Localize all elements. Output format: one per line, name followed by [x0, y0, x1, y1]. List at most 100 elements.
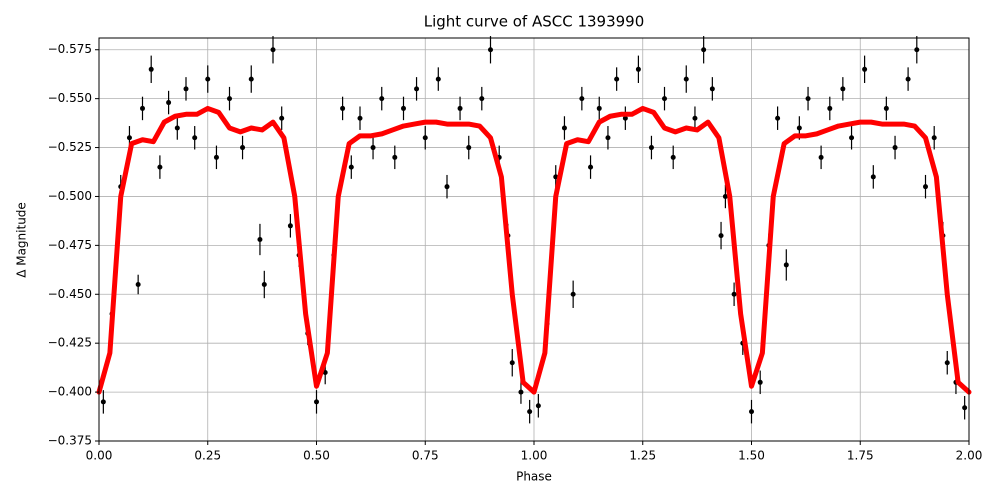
- y-tick-label: −0.575: [48, 42, 92, 56]
- data-point: [257, 237, 263, 242]
- data-point: [683, 76, 689, 82]
- y-tick-label: −0.500: [48, 189, 92, 203]
- data-point: [914, 47, 920, 53]
- data-point: [479, 96, 485, 102]
- data-point: [422, 135, 428, 141]
- data-point: [509, 360, 515, 366]
- x-tick-label: 1.75: [847, 449, 874, 463]
- y-tick-label: −0.450: [48, 287, 92, 301]
- data-point: [718, 233, 724, 239]
- data-point: [605, 135, 611, 141]
- data-point: [270, 47, 276, 53]
- data-point: [849, 135, 855, 141]
- data-point: [379, 96, 385, 102]
- data-point: [166, 100, 172, 106]
- data-point: [183, 86, 189, 92]
- data-point: [248, 76, 254, 82]
- y-tick-label: −0.400: [48, 385, 92, 399]
- x-tick-label: 1.50: [738, 449, 765, 463]
- data-point: [314, 399, 319, 405]
- data-point: [757, 379, 763, 385]
- data-point: [892, 145, 898, 151]
- data-point: [796, 125, 802, 131]
- data-point: [457, 105, 463, 111]
- data-point: [140, 105, 145, 111]
- x-tick-label: 1.00: [521, 449, 548, 463]
- chart-title: Light curve of ASCC 1393990: [424, 13, 645, 31]
- y-axis-label: Δ Magnitude: [15, 202, 29, 278]
- data-point: [527, 409, 533, 415]
- y-tick-label: −0.425: [48, 336, 92, 350]
- data-point: [466, 145, 472, 151]
- data-point: [692, 115, 698, 121]
- data-point: [722, 193, 728, 199]
- data-point: [923, 184, 928, 190]
- data-point: [840, 86, 846, 92]
- data-point: [561, 125, 567, 131]
- data-point: [870, 174, 876, 180]
- data-point: [670, 154, 676, 160]
- data-point: [435, 76, 441, 82]
- x-tick-label: 0.75: [412, 449, 439, 463]
- data-point: [883, 105, 889, 111]
- x-tick-label: 2.00: [956, 449, 983, 463]
- plot: [96, 36, 972, 424]
- data-point: [488, 47, 493, 53]
- data-point: [749, 409, 754, 415]
- y-tick-label: −0.550: [48, 91, 92, 105]
- data-point: [709, 86, 715, 92]
- data-point: [579, 96, 585, 102]
- data-point: [261, 281, 267, 287]
- x-axis-label: Phase: [516, 470, 552, 484]
- data-point: [370, 145, 376, 151]
- data-point: [401, 105, 406, 111]
- x-tick-label: 1.25: [629, 449, 656, 463]
- x-tick-label: 0.25: [194, 449, 221, 463]
- data-point: [279, 115, 285, 121]
- data-point: [775, 115, 781, 121]
- data-point: [535, 403, 541, 409]
- data-point: [100, 399, 106, 405]
- data-point: [805, 96, 811, 102]
- data-point: [518, 389, 524, 395]
- data-point: [944, 360, 950, 366]
- data-point: [905, 76, 911, 82]
- data-point: [931, 135, 937, 141]
- data-point: [731, 291, 737, 297]
- data-point: [414, 86, 420, 92]
- data-point: [227, 96, 232, 102]
- data-point: [662, 96, 667, 102]
- data-point: [783, 262, 789, 268]
- data-point: [392, 154, 398, 160]
- data-point: [348, 164, 354, 170]
- x-tick-label: 0.00: [86, 449, 113, 463]
- data-point: [614, 76, 620, 82]
- data-point: [287, 223, 293, 229]
- data-point: [444, 184, 450, 190]
- y-tick-label: −0.375: [48, 434, 92, 448]
- data-point: [205, 76, 211, 82]
- data-point: [135, 281, 141, 287]
- data-point: [962, 405, 968, 411]
- data-point: [648, 145, 654, 151]
- data-point: [357, 115, 363, 121]
- x-tick-label: 0.50: [303, 449, 330, 463]
- data-point: [596, 105, 602, 111]
- data-point: [240, 145, 246, 151]
- y-tick-label: −0.475: [48, 238, 92, 252]
- model-line: [96, 105, 972, 395]
- data-point: [213, 154, 219, 160]
- data-point: [862, 66, 868, 72]
- data-point: [157, 164, 163, 170]
- data-point: [818, 154, 824, 160]
- data-point: [827, 105, 833, 111]
- y-tick-label: −0.525: [48, 140, 92, 154]
- data-point: [174, 125, 180, 131]
- data-point: [622, 115, 628, 121]
- data-point: [588, 164, 594, 170]
- data-point: [126, 135, 132, 141]
- data-point: [570, 291, 576, 297]
- data-point: [701, 47, 707, 53]
- data-point: [340, 105, 346, 111]
